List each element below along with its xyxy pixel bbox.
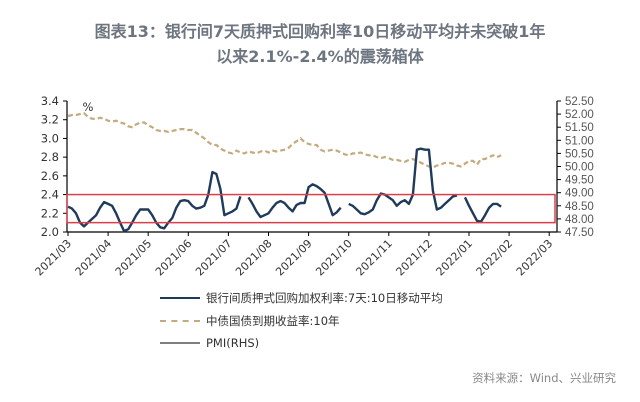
legend-swatch-bond <box>160 320 200 322</box>
source-note: 资料来源：Wind、兴业研究 <box>472 371 616 385</box>
x-tick-label: 2021/04 <box>73 237 115 279</box>
y2-tick-label: 49.50 <box>565 175 594 187</box>
y2-tick-label: 47.50 <box>565 227 594 239</box>
y-tick-label: 3.4 <box>41 94 59 108</box>
y2-tick-label: 50.00 <box>565 162 594 174</box>
chart-title-line2: 以来2.1%-2.4%的震荡箱体 <box>216 47 424 66</box>
x-tick-label: 2022/03 <box>514 237 556 279</box>
chart-title-line1: 图表13：银行间7天质押式回购利率10日移动平均并未突破1年 <box>94 22 546 41</box>
legend-swatch-repo <box>160 297 200 299</box>
legend-item-bond: 中债国债到期收益率:10年 <box>160 313 340 329</box>
legend-label-pmi: PMI(RHS) <box>206 336 260 350</box>
y-tick-label: 3.2 <box>41 113 59 127</box>
x-tick-label: 2022/02 <box>474 237 516 279</box>
y2-tick-label: 52.00 <box>565 109 594 121</box>
y2-tick-label: 48.00 <box>565 214 594 226</box>
legend-label-repo: 银行间质押式回购加权利率:7天:10日移动平均 <box>206 291 443 305</box>
y-tick-label: 2.4 <box>41 188 59 202</box>
y-tick-label: 2.6 <box>41 169 59 183</box>
y-tick-label: 3.0 <box>41 131 59 145</box>
repo-rate-line <box>67 147 502 233</box>
y-tick-label: 2.8 <box>41 150 59 164</box>
range-box-annotation <box>66 193 556 224</box>
y2-tick-label: 51.00 <box>565 135 594 147</box>
y-tick-label: 2.2 <box>41 206 59 220</box>
x-tick-label: 2021/11 <box>353 237 395 279</box>
x-tick-label: 2021/10 <box>313 237 355 279</box>
x-tick-label: 2021/12 <box>394 237 436 279</box>
x-tick-label: 2021/06 <box>153 237 195 279</box>
y2-tick-label: 51.50 <box>565 122 594 134</box>
x-tick-label: 2021/03 <box>33 237 75 279</box>
y-unit-label: % <box>83 100 94 114</box>
y2-tick-label: 49.00 <box>565 188 594 200</box>
x-tick-label: 2021/09 <box>273 237 315 279</box>
x-tick-label: 2022/01 <box>434 237 476 279</box>
legend-label-bond: 中债国债到期收益率:10年 <box>206 314 340 328</box>
legend-swatch-pmi <box>160 342 200 344</box>
x-tick-label: 2021/07 <box>193 237 235 279</box>
x-tick-label: 2021/05 <box>113 237 155 279</box>
legend-item-repo: 银行间质押式回购加权利率:7天:10日移动平均 <box>160 290 443 306</box>
y-tick-label: 2.0 <box>41 225 59 239</box>
bond-yield-line <box>67 111 502 169</box>
y2-tick-label: 52.50 <box>565 96 594 108</box>
legend-item-pmi: PMI(RHS) <box>160 336 259 350</box>
x-tick-label: 2021/08 <box>233 237 275 279</box>
y2-tick-label: 48.50 <box>565 201 594 213</box>
y2-tick-label: 50.50 <box>565 148 594 160</box>
